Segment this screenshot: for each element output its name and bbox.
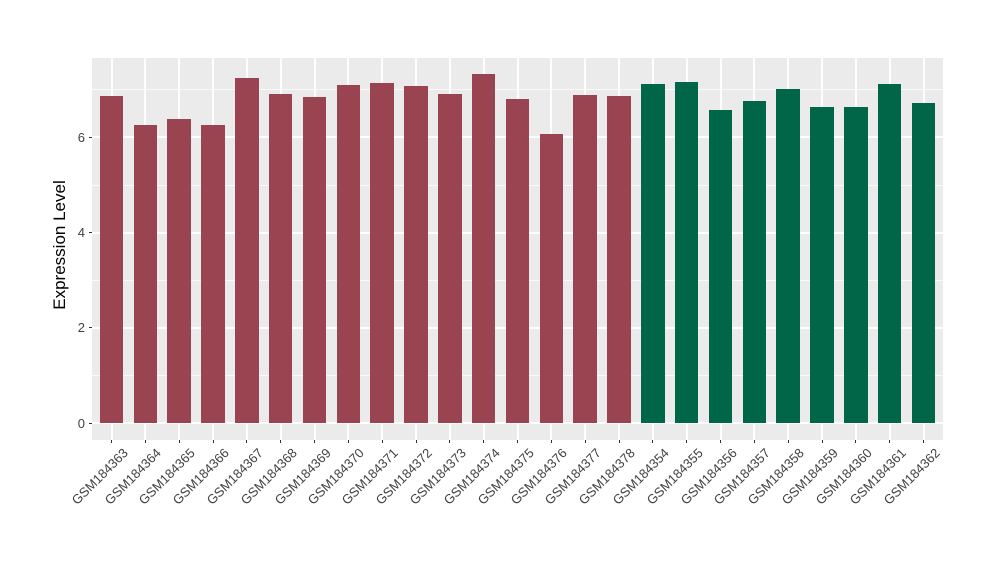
x-tick-mark <box>686 440 688 443</box>
bar <box>167 118 191 423</box>
x-tick-mark <box>923 440 924 443</box>
bar <box>133 124 158 423</box>
y-tick-label: 4 <box>77 225 85 241</box>
x-tick-mark <box>618 440 620 443</box>
bar <box>877 84 902 423</box>
bar <box>539 134 564 423</box>
bar <box>742 100 767 423</box>
bar <box>471 74 496 423</box>
bar <box>370 82 394 423</box>
x-tick-mark <box>787 440 789 443</box>
plot-panel <box>92 58 943 440</box>
bar <box>776 89 800 423</box>
x-tick-mark <box>144 440 146 443</box>
y-tick-mark <box>89 136 92 138</box>
bar <box>268 94 293 423</box>
x-tick-mark <box>652 440 654 443</box>
bar <box>641 83 665 423</box>
bar <box>607 95 631 423</box>
bar <box>573 94 597 423</box>
bar <box>336 85 361 423</box>
x-tick-mark <box>347 440 349 443</box>
y-tick-label: 6 <box>77 129 85 145</box>
x-tick-mark <box>178 440 180 443</box>
y-tick-mark <box>89 422 92 424</box>
x-tick-mark <box>889 440 891 443</box>
bar <box>674 82 699 423</box>
x-tick-mark <box>720 440 721 443</box>
x-tick-mark <box>753 440 755 443</box>
bar <box>810 107 834 423</box>
bar <box>235 77 259 423</box>
bar <box>911 102 936 423</box>
x-tick-mark <box>212 440 214 443</box>
x-tick-mark <box>314 440 315 443</box>
x-tick-mark <box>246 440 248 443</box>
x-tick-mark <box>415 440 417 443</box>
bar <box>201 124 225 423</box>
x-tick-mark <box>517 440 518 443</box>
x-tick-mark <box>584 440 586 443</box>
x-tick-mark <box>111 440 112 443</box>
x-tick-mark <box>550 440 552 443</box>
y-tick-label: 2 <box>77 320 85 336</box>
bar <box>302 96 327 423</box>
x-tick-mark <box>381 440 383 443</box>
y-tick-mark <box>89 232 92 234</box>
y-axis-title: Expression Level <box>50 180 69 310</box>
y-tick-mark <box>89 327 92 329</box>
bar <box>505 98 530 423</box>
bar <box>404 85 428 423</box>
bar <box>708 109 733 423</box>
x-tick-mark <box>855 440 857 443</box>
x-tick-mark <box>449 440 451 443</box>
x-tick-mark <box>821 440 823 443</box>
bar <box>438 94 462 423</box>
bar <box>99 96 124 423</box>
x-tick-mark <box>483 440 485 443</box>
bar <box>844 107 868 423</box>
x-tick-mark <box>280 440 282 443</box>
y-tick-label: 0 <box>77 415 85 431</box>
